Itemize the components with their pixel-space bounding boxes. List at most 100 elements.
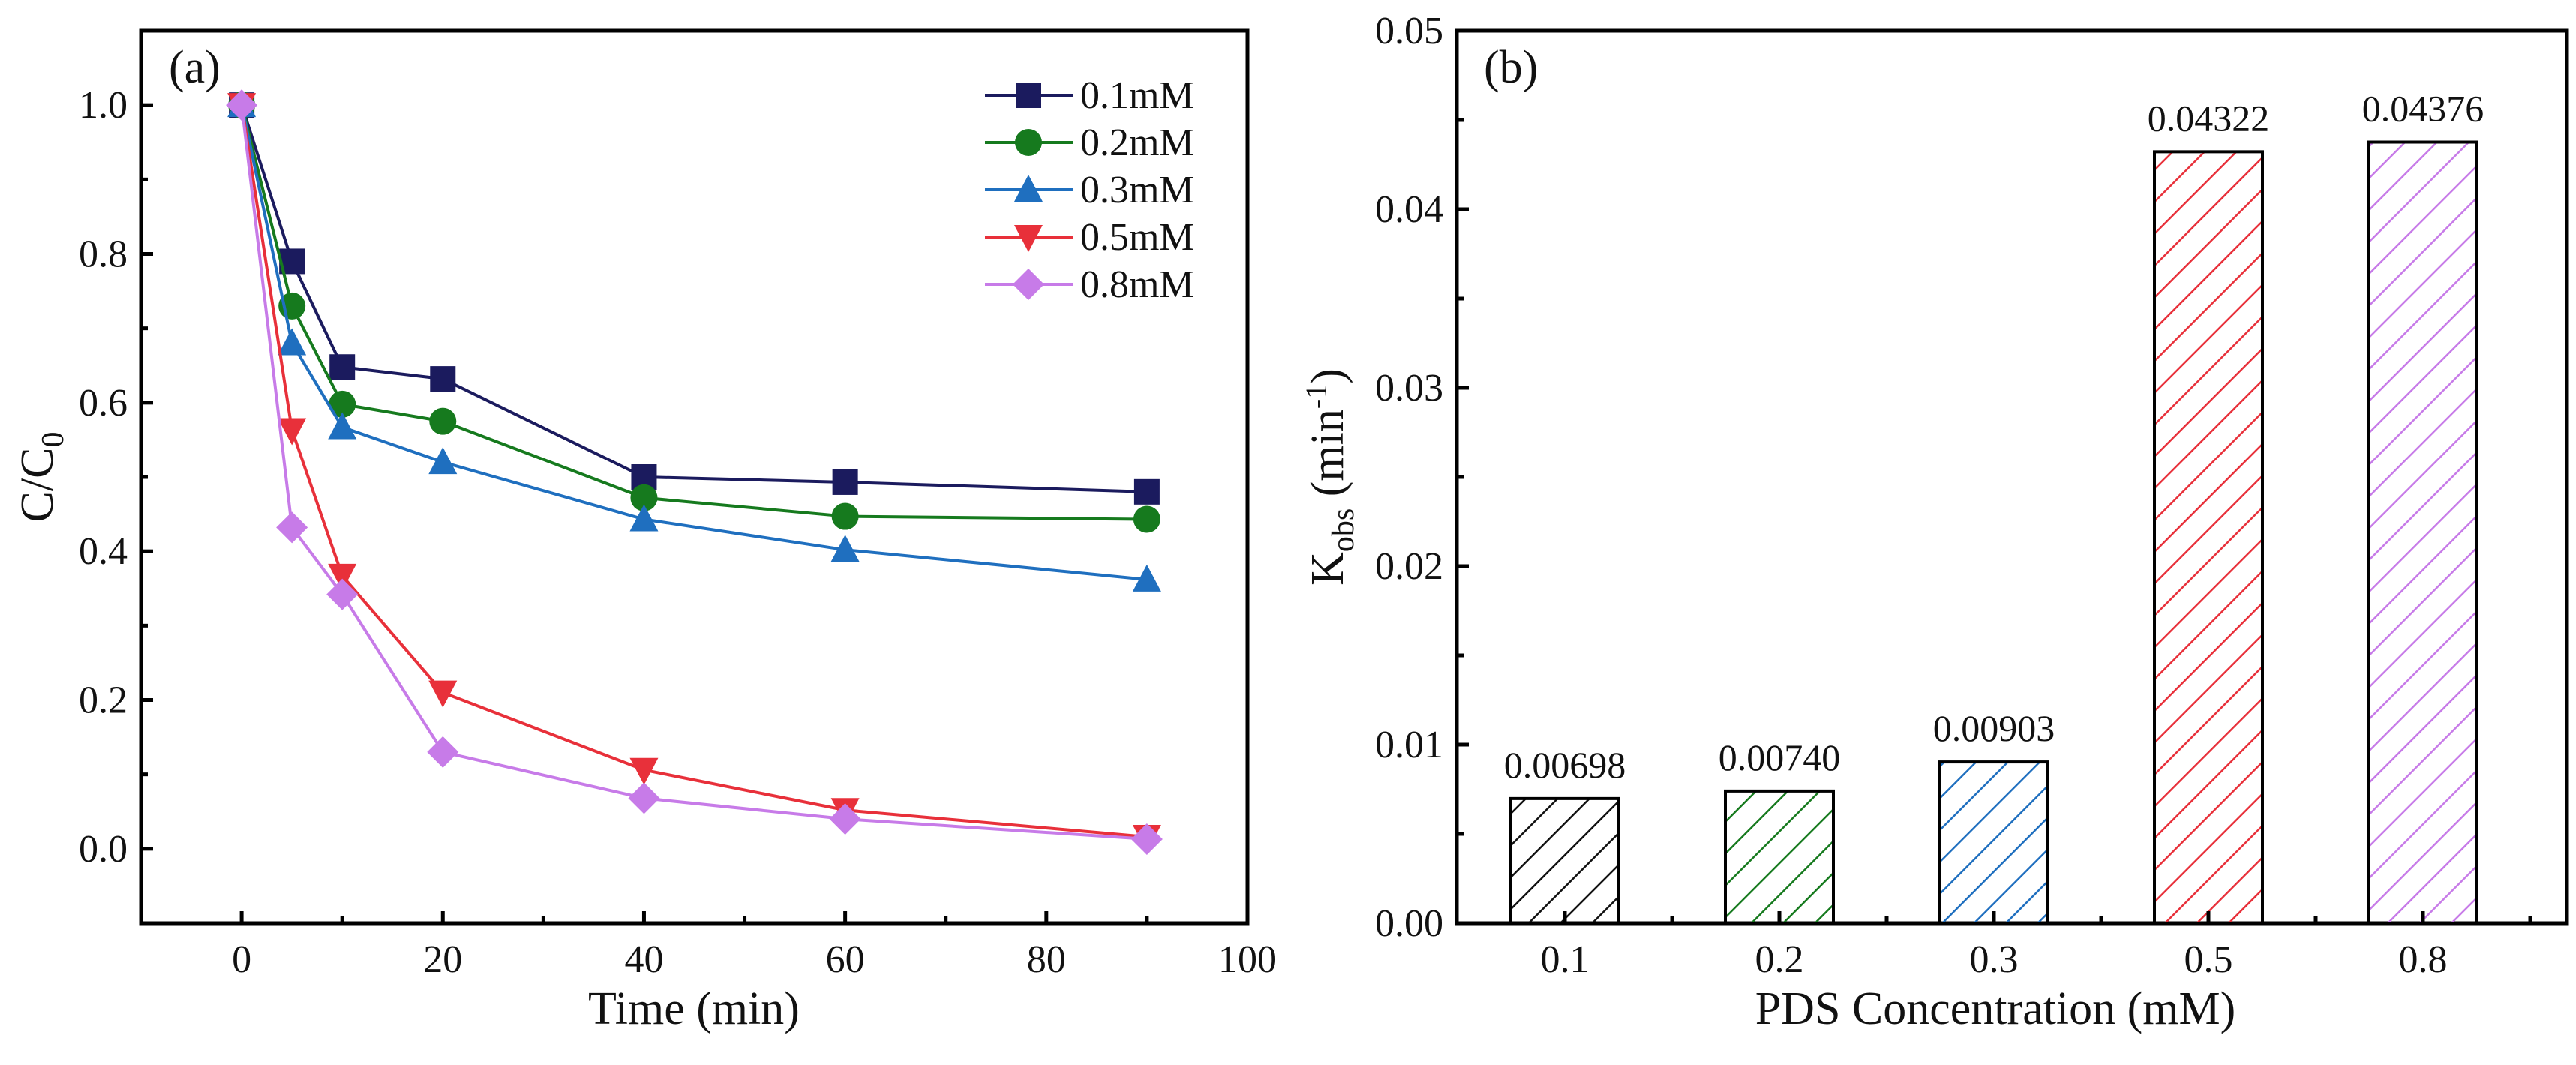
data-point xyxy=(829,803,861,836)
data-point xyxy=(1130,823,1163,855)
series-line xyxy=(240,104,1148,841)
y-tick-label-a: 0.4 xyxy=(79,530,128,573)
y-tick-label-b: 0.00 xyxy=(1375,902,1443,945)
data-point xyxy=(628,782,660,814)
panel-label-a: (a) xyxy=(169,42,221,93)
y-tick-label-b: 0.04 xyxy=(1375,188,1443,231)
series-line xyxy=(240,104,1147,494)
data-point xyxy=(430,366,456,392)
legend-marker xyxy=(1013,268,1044,300)
x-tick-label-a: 100 xyxy=(1218,938,1277,981)
data-point xyxy=(1133,478,1160,505)
bar-0.3 xyxy=(1938,760,2049,925)
x-tick-label-b: 0.3 xyxy=(1970,938,2019,981)
y-tick-label-b: 0.02 xyxy=(1375,545,1443,588)
data-point xyxy=(1133,506,1160,533)
y-tick-label-b: 0.05 xyxy=(1375,10,1443,52)
legend-label: 0.3mM xyxy=(1080,169,1194,212)
series-0.5mM xyxy=(227,93,1161,852)
legend-label: 0.8mM xyxy=(1080,263,1194,306)
legend-label: 0.1mM xyxy=(1080,74,1194,117)
data-point xyxy=(832,469,858,495)
y-axis-title-a: C/C0 xyxy=(12,432,71,523)
y-tick-label-b: 0.03 xyxy=(1375,367,1443,410)
data-point xyxy=(276,512,308,544)
data-point xyxy=(427,736,459,768)
data-point xyxy=(328,563,357,591)
x-tick-label-a: 80 xyxy=(1027,938,1066,981)
y-axis-title-a-sub: 0 xyxy=(36,432,71,448)
bar-0.2 xyxy=(1724,789,1835,925)
bar-value-label: 0.00698 xyxy=(1504,744,1626,786)
y-axis-title-b: Kobs (min-1) xyxy=(1299,368,1361,586)
bar-value-label: 0.00740 xyxy=(1719,736,1841,778)
x-tick-label-b: 0.5 xyxy=(2184,938,2233,981)
legend-marker xyxy=(1014,225,1043,252)
y-axis-title-b-main: K xyxy=(1302,552,1353,586)
y-axis-title-b-unit: (min xyxy=(1302,409,1353,508)
data-point xyxy=(226,89,258,122)
legend-item: 0.1mM xyxy=(985,74,1194,117)
series-0.1mM xyxy=(229,92,1160,505)
y-axis-title-b-sub: obs xyxy=(1326,508,1361,552)
y-tick-label-a: 1.0 xyxy=(79,84,128,127)
data-point xyxy=(831,502,859,530)
data-point xyxy=(428,447,458,475)
bar-value-label: 0.00903 xyxy=(1933,707,2055,749)
x-tick-label-a: 0 xyxy=(232,938,251,981)
data-point xyxy=(278,328,307,356)
y-tick-label-a: 0.6 xyxy=(79,382,128,424)
series-0.2mM xyxy=(228,92,1160,533)
data-point xyxy=(328,412,357,440)
legend-label: 0.2mM xyxy=(1080,122,1194,164)
data-point xyxy=(830,535,860,562)
series-0.8mM xyxy=(226,89,1163,855)
y-axis-title-b-sup: -1 xyxy=(1299,384,1333,409)
data-point xyxy=(1132,564,1161,592)
panel-a-line-chart: (a) Time (min) C/C0 0 20 40 60 80 1000.00.20.… xyxy=(12,28,1277,1034)
series-0.3mM xyxy=(227,90,1161,592)
x-tick-label-a: 20 xyxy=(423,938,462,981)
legend-label: 0.5mM xyxy=(1080,216,1194,259)
panel-label-b: (b) xyxy=(1484,42,1538,93)
y-axis-title-b-close: ) xyxy=(1302,368,1353,384)
series-line xyxy=(240,104,1148,581)
legend-marker xyxy=(1016,82,1041,108)
y-tick-label-a: 0.2 xyxy=(79,680,128,722)
legend-item: 0.5mM xyxy=(985,216,1194,259)
data-point xyxy=(278,418,307,446)
series-line xyxy=(240,104,1147,521)
data-point xyxy=(629,758,659,785)
y-tick-label-b: 0.01 xyxy=(1375,724,1443,766)
series-line xyxy=(240,104,1148,838)
panel-b-bar-chart: (b) PDS Concentration (mM) Kobs (min-1) … xyxy=(1299,10,2569,1034)
data-point xyxy=(326,578,359,610)
y-axis-title-a-main: C/C xyxy=(12,448,63,523)
bar-value-label: 0.04376 xyxy=(2362,88,2484,130)
x-tick-label-b: 0.1 xyxy=(1541,938,1590,981)
x-tick-label-b: 0.8 xyxy=(2399,938,2448,981)
bar-0.5 xyxy=(2153,150,2264,925)
data-point xyxy=(329,390,356,418)
x-tick-label-b: 0.2 xyxy=(1755,938,1804,981)
x-axis-title-a: Time (min) xyxy=(588,983,800,1034)
bar-0.1 xyxy=(1509,796,1620,925)
data-point xyxy=(329,354,356,380)
x-axis-title-b: PDS Concentration (mM) xyxy=(1755,983,2236,1034)
data-point xyxy=(428,680,458,708)
legend-marker xyxy=(1015,129,1042,156)
legend-item: 0.3mM xyxy=(985,169,1194,212)
legend-item: 0.2mM xyxy=(985,122,1194,164)
data-point xyxy=(629,504,659,532)
bar-value-label: 0.04322 xyxy=(2148,97,2270,139)
x-tick-label-a: 60 xyxy=(826,938,865,981)
data-point xyxy=(429,407,457,435)
data-point xyxy=(630,484,658,512)
y-tick-label-a: 0.8 xyxy=(79,233,128,276)
x-tick-label-a: 40 xyxy=(624,938,663,981)
legend-marker xyxy=(1014,175,1043,202)
bar-0.8 xyxy=(2367,140,2478,926)
legend-item: 0.8mM xyxy=(985,263,1194,306)
y-tick-label-a: 0.0 xyxy=(79,828,128,871)
